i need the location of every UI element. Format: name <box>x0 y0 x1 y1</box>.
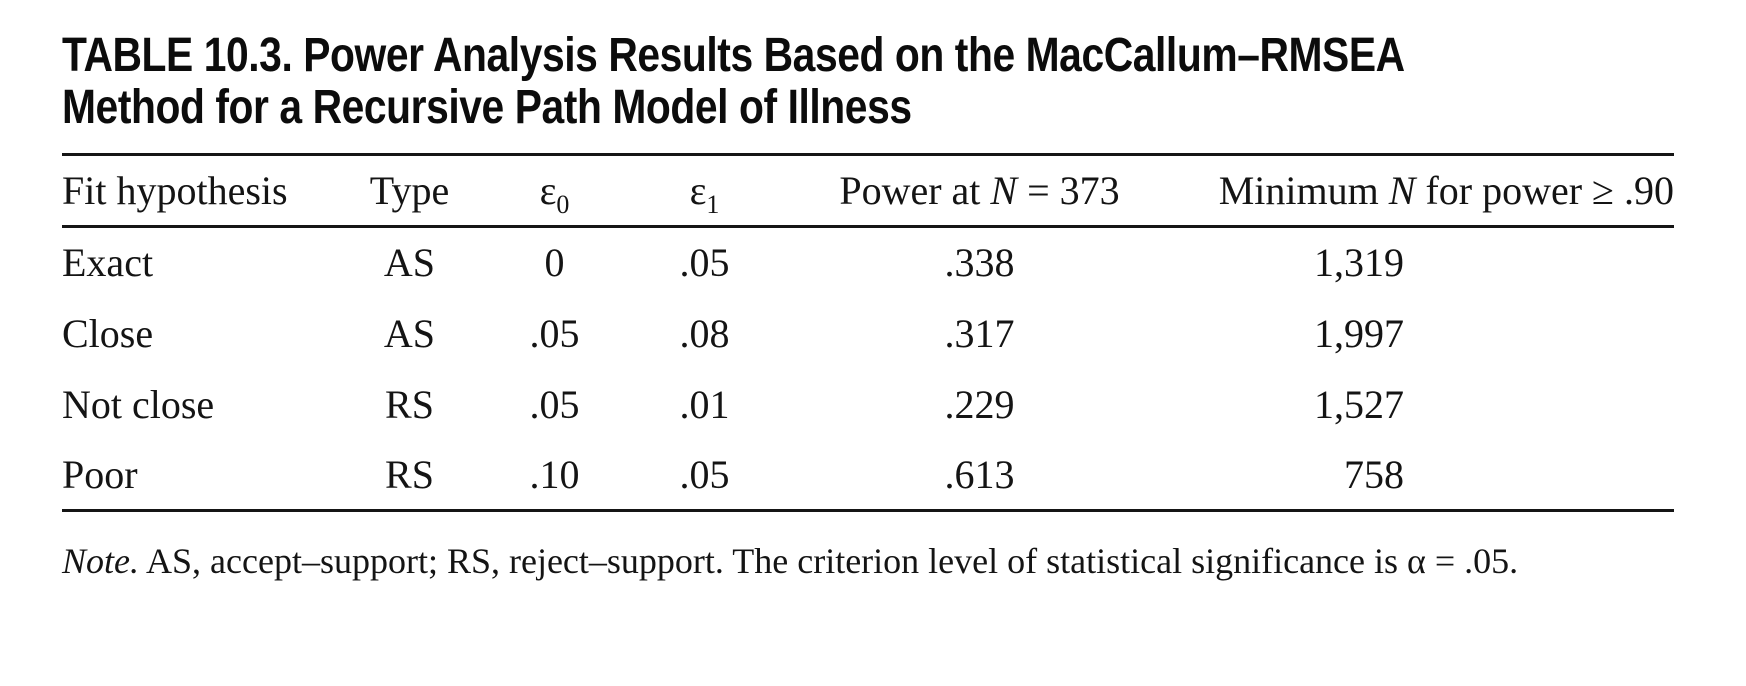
cell-power: .229 <box>944 381 1015 427</box>
cell-epsilon-0: .10 <box>529 451 580 497</box>
cell-fit-hypothesis: Not close <box>62 381 215 427</box>
cell-epsilon-1: .05 <box>679 451 730 497</box>
table-row-not-close: Not close RS .05 .01 .229 1,527 <box>62 369 1674 440</box>
table-header-row: Fit hypothesis Type ε0 ε1 Power at N = 3… <box>62 154 1674 227</box>
header-fit-hypothesis: Fit hypothesis <box>62 168 288 213</box>
cell-fit-hypothesis: Poor <box>62 451 138 497</box>
epsilon-1-symbol: ε <box>689 168 707 213</box>
power-header-prefix: Power at <box>839 168 991 213</box>
cell-type: RS <box>385 381 434 427</box>
note-text: AS, accept–support; RS, reject–support. … <box>139 541 1519 581</box>
cell-power: .317 <box>944 310 1015 356</box>
cell-power: .613 <box>944 451 1015 497</box>
header-power-at-n: Power at N = 373 <box>787 155 1172 227</box>
cell-epsilon-0: .05 <box>529 381 580 427</box>
cell-power: .338 <box>944 240 1015 286</box>
power-analysis-table: Fit hypothesis Type ε0 ε1 Power at N = 3… <box>62 153 1674 512</box>
cell-minimum-n: 1,319 <box>1314 240 1404 286</box>
min-n-header-suffix: for power ≥ .90 <box>1415 168 1674 213</box>
header-epsilon-0: ε0 <box>487 155 622 227</box>
table-note: Note. AS, accept–support; RS, reject–sup… <box>62 540 1674 582</box>
cell-minimum-n: 1,527 <box>1314 381 1404 427</box>
cell-epsilon-1: .08 <box>679 310 730 356</box>
header-epsilon-1: ε1 <box>622 155 787 227</box>
table-title-line1: TABLE 10.3. Power Analysis Results Based… <box>62 29 1405 82</box>
cell-epsilon-1: .01 <box>679 381 730 427</box>
cell-epsilon-0: .05 <box>529 310 580 356</box>
table-row-close: Close AS .05 .08 .317 1,997 <box>62 298 1674 369</box>
power-header-n-italic: N <box>990 168 1018 213</box>
cell-type: AS <box>383 240 436 286</box>
cell-type: RS <box>385 451 434 497</box>
header-minimum-n: Minimum N for power ≥ .90 <box>1172 155 1674 227</box>
table-row-exact: Exact AS 0 .05 .338 1,319 <box>62 227 1674 298</box>
min-n-header-prefix: Minimum <box>1218 168 1389 213</box>
table-title: TABLE 10.3. Power Analysis Results Based… <box>62 30 1432 134</box>
cell-fit-hypothesis: Close <box>62 310 154 356</box>
cell-epsilon-1: .05 <box>679 240 730 286</box>
cell-minimum-n: 758 <box>1344 451 1404 497</box>
header-type: Type <box>369 168 450 213</box>
epsilon-1-subscript: 1 <box>706 190 720 219</box>
cell-epsilon-0: 0 <box>544 240 565 286</box>
table-row-poor: Poor RS .10 .05 .613 758 <box>62 440 1674 511</box>
note-label: Note. <box>62 541 139 581</box>
epsilon-0-subscript: 0 <box>556 190 570 219</box>
cell-type: AS <box>383 310 436 356</box>
cell-fit-hypothesis: Exact <box>62 240 154 286</box>
table-title-line2: Method for a Recursive Path Model of Ill… <box>62 81 912 134</box>
epsilon-0-symbol: ε <box>539 168 557 213</box>
power-header-suffix: = 373 <box>1017 168 1120 213</box>
cell-minimum-n: 1,997 <box>1314 310 1404 356</box>
min-n-header-n-italic: N <box>1388 168 1416 213</box>
